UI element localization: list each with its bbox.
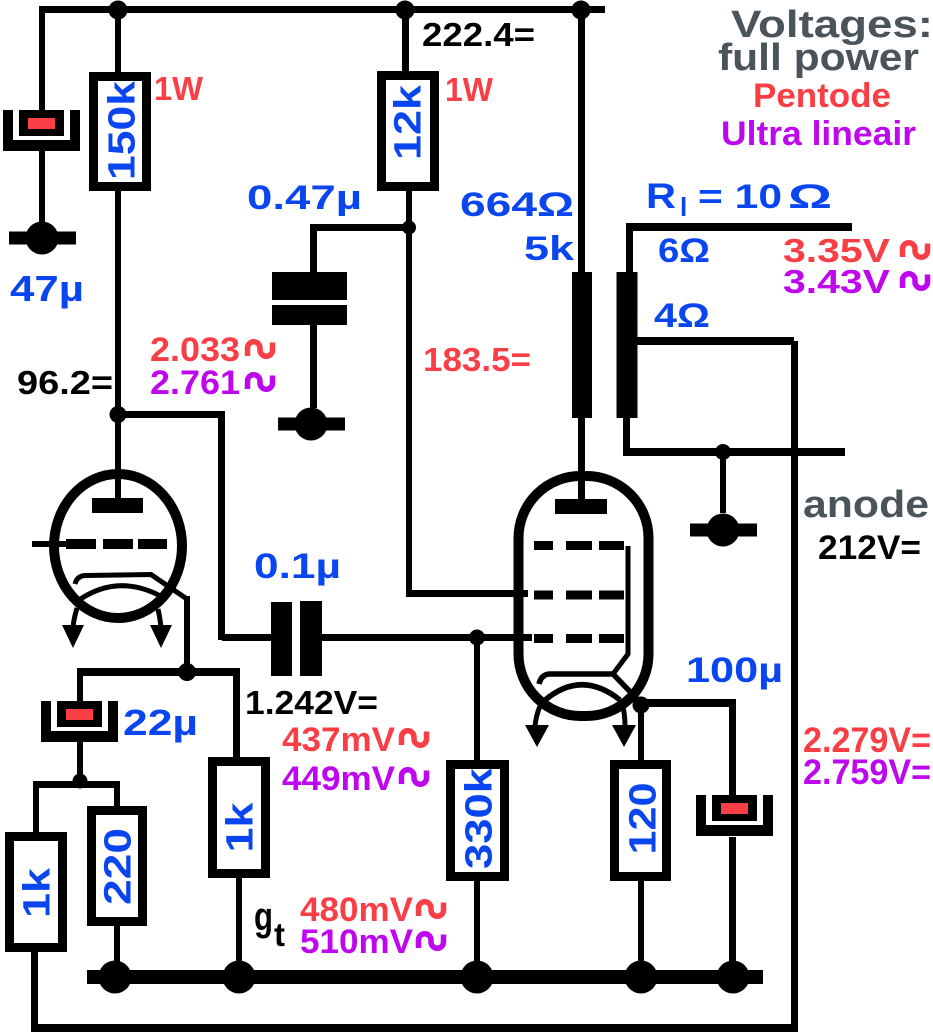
svg-text:1W: 1W: [154, 70, 204, 107]
svg-text:2.759V=: 2.759V=: [803, 753, 931, 792]
svg-text:4Ω: 4Ω: [654, 297, 710, 335]
svg-text:3.43V: 3.43V: [783, 263, 890, 300]
svg-text:220: 220: [98, 828, 140, 905]
svg-text:1k: 1k: [220, 801, 262, 852]
svg-text:2.033: 2.033: [150, 331, 240, 369]
svg-text:g: g: [254, 895, 273, 939]
svg-text:510mV: 510mV: [300, 923, 413, 961]
svg-text:R: R: [646, 177, 676, 216]
svg-text:1k: 1k: [17, 867, 59, 918]
svg-text:150k: 150k: [102, 80, 144, 180]
svg-text:2.761: 2.761: [150, 364, 240, 402]
svg-text:t: t: [274, 916, 285, 953]
svg-text:96.2=: 96.2=: [17, 364, 113, 401]
svg-text:22µ: 22µ: [123, 702, 198, 743]
svg-text:anode: anode: [803, 484, 929, 526]
svg-text:1.242V=: 1.242V=: [245, 684, 378, 721]
svg-text:183.5=: 183.5=: [423, 341, 531, 378]
svg-text:120: 120: [623, 783, 665, 855]
svg-text:480mV: 480mV: [300, 891, 413, 929]
svg-text:100µ: 100µ: [686, 651, 783, 690]
svg-text:449mV: 449mV: [282, 760, 395, 798]
svg-text:0.47µ: 0.47µ: [247, 179, 362, 217]
svg-text:l: l: [680, 192, 687, 222]
svg-text:Ω: Ω: [788, 178, 832, 216]
svg-text:47µ: 47µ: [10, 268, 84, 309]
svg-text:Pentode: Pentode: [753, 77, 891, 115]
svg-text:664Ω: 664Ω: [460, 186, 574, 224]
svg-text:437mV: 437mV: [282, 721, 395, 759]
svg-text:3.35V: 3.35V: [783, 232, 890, 269]
svg-text:1W: 1W: [445, 71, 494, 108]
svg-text:212V=: 212V=: [818, 529, 921, 567]
svg-text:2.279V=: 2.279V=: [803, 721, 931, 760]
svg-text:= 10: = 10: [698, 178, 782, 216]
svg-text:0.1µ: 0.1µ: [254, 547, 341, 586]
svg-text:12k: 12k: [388, 84, 430, 160]
svg-text:222.4=: 222.4=: [422, 16, 535, 53]
svg-text:5k: 5k: [524, 230, 574, 268]
svg-text:330k: 330k: [459, 767, 501, 869]
svg-text:full power: full power: [718, 37, 919, 79]
svg-text:6Ω: 6Ω: [658, 232, 710, 270]
svg-text:Ultra lineair: Ultra lineair: [721, 115, 916, 153]
svg-text:Voltages:: Voltages:: [731, 4, 933, 46]
